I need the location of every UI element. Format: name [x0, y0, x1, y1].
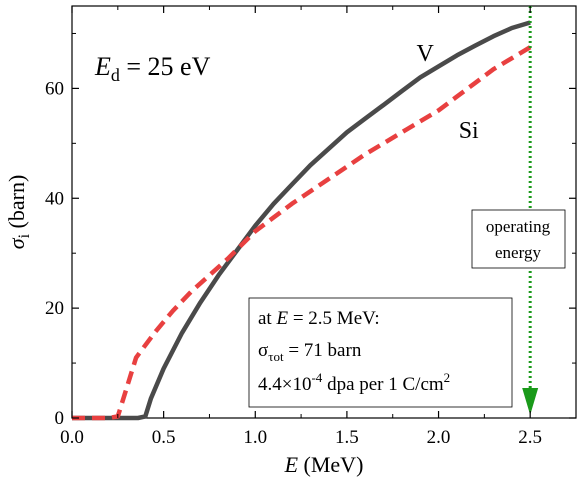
- operating-energy-frame: [471, 209, 566, 269]
- y-tick-label: 40: [45, 188, 64, 209]
- x-axis-title: E (MeV): [284, 452, 364, 477]
- x-tick-label: 0.5: [152, 427, 176, 448]
- info-box-line-1: at E = 2.5 MeV:: [258, 308, 380, 329]
- series-line-v: [72, 20, 531, 421]
- series-label-v: V: [417, 41, 435, 67]
- plot-frame: [71, 5, 577, 419]
- ed-annotation: Ed = 25 eV: [94, 52, 211, 85]
- y-tick-label: 0: [55, 408, 65, 429]
- series-labels: V Si: [417, 41, 480, 144]
- series-layer: [72, 20, 532, 421]
- info-box-line-3: 4.4×10-4 dpa per 1 C/cm2: [258, 370, 450, 395]
- axis-ticks: 0.0 0.5 1.0 1.5 2.0 2.5 0 20 40 60: [45, 6, 576, 448]
- operating-energy-line-2: energy: [495, 243, 541, 262]
- x-tick-label: 1.0: [243, 427, 267, 448]
- y-axis-title: σi (barn): [4, 175, 33, 250]
- x-tick-label: 0.0: [60, 427, 84, 448]
- series-label-si: Si: [459, 118, 479, 144]
- x-tick-label: 2.5: [518, 427, 542, 448]
- operating-energy-line-1: operating: [486, 217, 551, 236]
- info-box: at E = 2.5 MeV: στot = 71 barn 4.4×10-4 …: [248, 297, 513, 408]
- info-box-line-2: στot = 71 barn: [258, 340, 362, 364]
- operating-energy-arrowhead: [522, 388, 539, 415]
- operating-energy-label: operating energy: [471, 209, 566, 269]
- x-tick-label: 1.5: [335, 427, 359, 448]
- x-tick-label: 2.0: [427, 427, 451, 448]
- series-line-si: [72, 45, 532, 421]
- y-tick-label: 20: [45, 298, 64, 319]
- info-box-frame: [248, 297, 513, 408]
- y-tick-label: 60: [45, 78, 64, 99]
- operating-energy-marker: [522, 6, 539, 415]
